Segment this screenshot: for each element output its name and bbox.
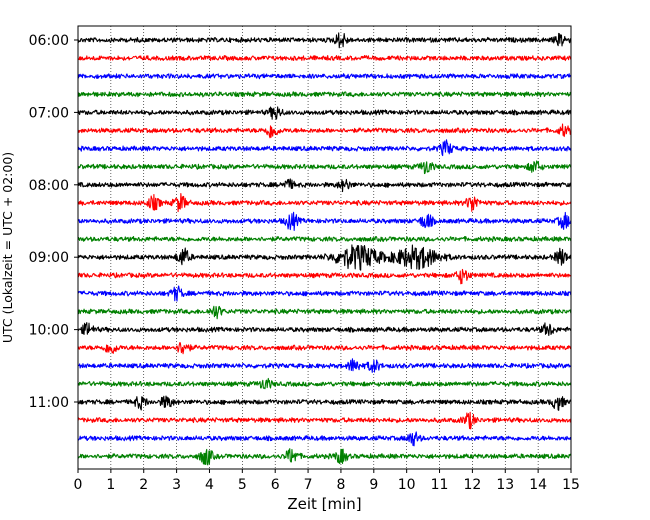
trace-row-10	[77, 211, 572, 231]
trace-row-7	[77, 160, 572, 175]
plot-frame	[77, 25, 572, 470]
x-tick-label: 12	[463, 477, 481, 493]
x-tick-label: 10	[398, 477, 416, 493]
x-tick-label: 9	[369, 477, 378, 493]
x-tick-label: 1	[106, 477, 115, 493]
trace-row-1	[77, 54, 572, 62]
y-tick-label: 11:00	[29, 395, 69, 411]
trace-row-21	[77, 411, 572, 430]
trace-row-5	[77, 123, 572, 139]
trace-row-18	[77, 358, 572, 373]
y-tick-label: 10:00	[29, 323, 69, 339]
x-tick-label: 3	[172, 477, 181, 493]
trace-row-0	[77, 32, 572, 49]
trace-row-12	[77, 244, 572, 271]
seismic-traces	[77, 32, 572, 466]
x-tick-label: 6	[271, 477, 280, 493]
trace-row-2	[77, 73, 572, 80]
x-tick-label: 14	[529, 477, 547, 493]
trace-row-9	[77, 193, 572, 213]
x-axis-title: Zeit [min]	[287, 495, 361, 513]
trace-row-23	[77, 448, 572, 466]
trace-row-14	[77, 285, 572, 302]
trace-row-22	[77, 431, 572, 447]
trace-row-15	[77, 305, 572, 320]
x-axis-ticks: 0 1 2 3 4 5 6 7 8 9 10 11 12 13 14 15	[74, 469, 580, 493]
y-axis-ticks: 06:00 07:00 08:00 09:00 10:00 11:00	[29, 33, 78, 411]
y-tick-label: 08:00	[29, 178, 69, 194]
trace-row-3	[77, 91, 572, 98]
x-tick-label: 11	[431, 477, 449, 493]
trace-row-20	[77, 395, 572, 411]
x-tick-label: 13	[496, 477, 514, 493]
x-tick-label: 2	[139, 477, 148, 493]
x-tick-label: 5	[238, 477, 247, 493]
vertical-gridlines	[110, 26, 539, 469]
trace-row-19	[77, 377, 572, 390]
trace-row-16	[77, 322, 572, 336]
y-tick-label: 09:00	[29, 250, 69, 266]
x-tick-label: 7	[304, 477, 313, 493]
trace-row-11	[77, 235, 572, 243]
y-axis-title: UTC (Lokalzeit = UTC + 02:00)	[0, 152, 15, 343]
trace-row-17	[77, 342, 572, 355]
y-tick-label: 07:00	[29, 105, 69, 121]
x-tick-label: 0	[74, 477, 83, 493]
x-tick-label: 15	[562, 477, 580, 493]
trace-row-13	[77, 268, 572, 285]
trace-row-8	[77, 178, 572, 193]
x-tick-label: 4	[205, 477, 214, 493]
trace-row-6	[77, 139, 572, 157]
trace-row-4	[77, 106, 572, 120]
y-tick-label: 06:00	[29, 33, 69, 49]
x-tick-label: 8	[336, 477, 345, 493]
